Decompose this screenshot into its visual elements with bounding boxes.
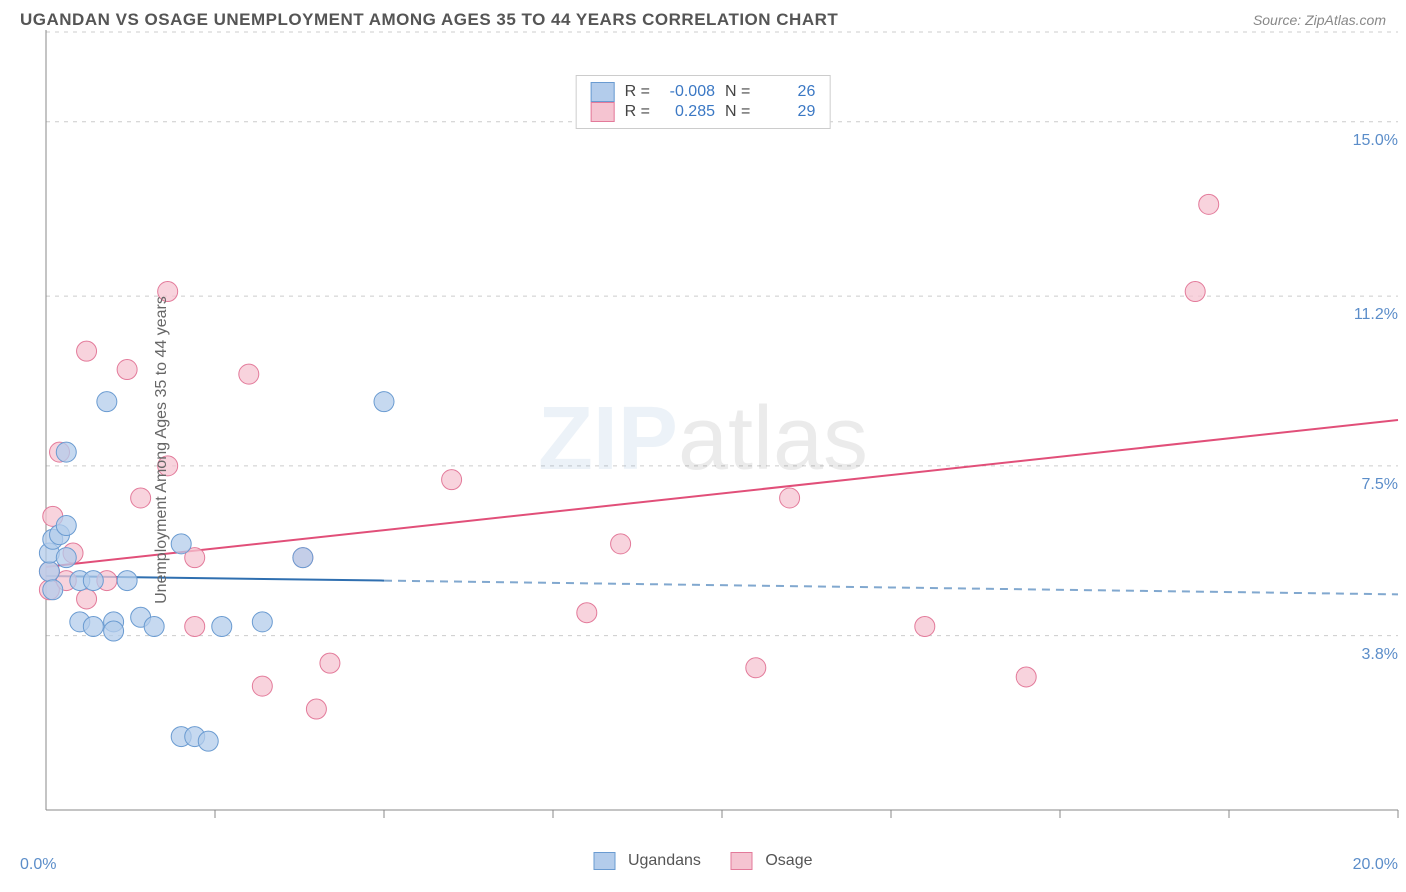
series-legend: Ugandans Osage (594, 852, 813, 870)
legend-item-osage: Osage (731, 852, 813, 870)
y-axis-label: Unemployment Among Ages 35 to 44 years (153, 296, 171, 604)
y-tick-label: 7.5% (1362, 476, 1398, 494)
title-bar: UGANDAN VS OSAGE UNEMPLOYMENT AMONG AGES… (0, 0, 1406, 30)
n-value-osage: 29 (760, 103, 815, 121)
legend-swatch-osage (591, 102, 615, 122)
y-tick-label: 3.8% (1362, 646, 1398, 664)
legend-swatch-icon (731, 852, 753, 870)
source-label: Source: ZipAtlas.com (1253, 12, 1386, 28)
correlation-legend: R = -0.008 N = 26 R = 0.285 N = 29 (576, 75, 831, 129)
legend-swatch-icon (594, 852, 616, 870)
y-tick-label: 15.0% (1353, 132, 1398, 150)
x-axis-max-label: 20.0% (1353, 856, 1398, 874)
x-axis-min-label: 0.0% (20, 856, 56, 874)
n-value-ugandans: 26 (760, 83, 815, 101)
legend-row-osage: R = 0.285 N = 29 (591, 102, 816, 122)
legend-row-ugandans: R = -0.008 N = 26 (591, 82, 816, 102)
chart-area: Unemployment Among Ages 35 to 44 years Z… (0, 30, 1406, 870)
legend-item-ugandans: Ugandans (594, 852, 701, 870)
legend-swatch-ugandans (591, 82, 615, 102)
r-value-ugandans: -0.008 (660, 83, 715, 101)
chart-title: UGANDAN VS OSAGE UNEMPLOYMENT AMONG AGES… (20, 10, 838, 30)
y-tick-label: 11.2% (1354, 306, 1398, 324)
r-value-osage: 0.285 (660, 103, 715, 121)
scatter-plot (0, 30, 1406, 870)
